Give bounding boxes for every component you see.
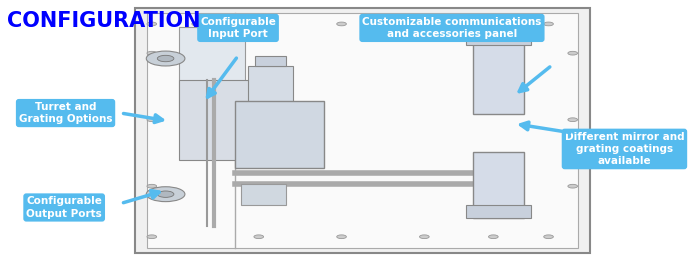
Circle shape xyxy=(420,22,429,26)
FancyBboxPatch shape xyxy=(466,32,531,45)
FancyBboxPatch shape xyxy=(241,184,286,205)
Text: CONFIGURATION: CONFIGURATION xyxy=(7,11,200,31)
Circle shape xyxy=(544,22,553,26)
Circle shape xyxy=(420,235,429,239)
Circle shape xyxy=(147,235,157,239)
Text: Different mirror and
grating coatings
available: Different mirror and grating coatings av… xyxy=(564,132,684,166)
Circle shape xyxy=(147,51,157,55)
FancyBboxPatch shape xyxy=(135,8,590,253)
Circle shape xyxy=(157,191,174,197)
Circle shape xyxy=(337,22,346,26)
FancyBboxPatch shape xyxy=(179,27,245,120)
FancyBboxPatch shape xyxy=(147,13,578,248)
Text: Turret and
Grating Options: Turret and Grating Options xyxy=(19,102,112,124)
Circle shape xyxy=(192,22,201,26)
Circle shape xyxy=(254,22,264,26)
FancyBboxPatch shape xyxy=(248,66,293,104)
FancyBboxPatch shape xyxy=(473,29,524,114)
Circle shape xyxy=(544,235,553,239)
FancyBboxPatch shape xyxy=(466,205,531,218)
FancyBboxPatch shape xyxy=(179,80,255,160)
FancyBboxPatch shape xyxy=(235,101,324,168)
Circle shape xyxy=(147,184,157,188)
Circle shape xyxy=(254,235,264,239)
FancyBboxPatch shape xyxy=(473,152,524,218)
Circle shape xyxy=(146,51,185,66)
Circle shape xyxy=(147,118,157,122)
Circle shape xyxy=(568,184,578,188)
Circle shape xyxy=(147,22,157,26)
Circle shape xyxy=(146,187,185,202)
Circle shape xyxy=(568,118,578,122)
Circle shape xyxy=(489,235,498,239)
Text: Configurable
Output Ports: Configurable Output Ports xyxy=(26,196,102,219)
Circle shape xyxy=(489,22,498,26)
FancyBboxPatch shape xyxy=(255,56,286,66)
Circle shape xyxy=(337,235,346,239)
Circle shape xyxy=(157,55,174,62)
Text: Configurable
Input Port: Configurable Input Port xyxy=(200,17,276,39)
Circle shape xyxy=(568,51,578,55)
Text: Customizable communications
and accessories panel: Customizable communications and accessor… xyxy=(362,17,542,39)
